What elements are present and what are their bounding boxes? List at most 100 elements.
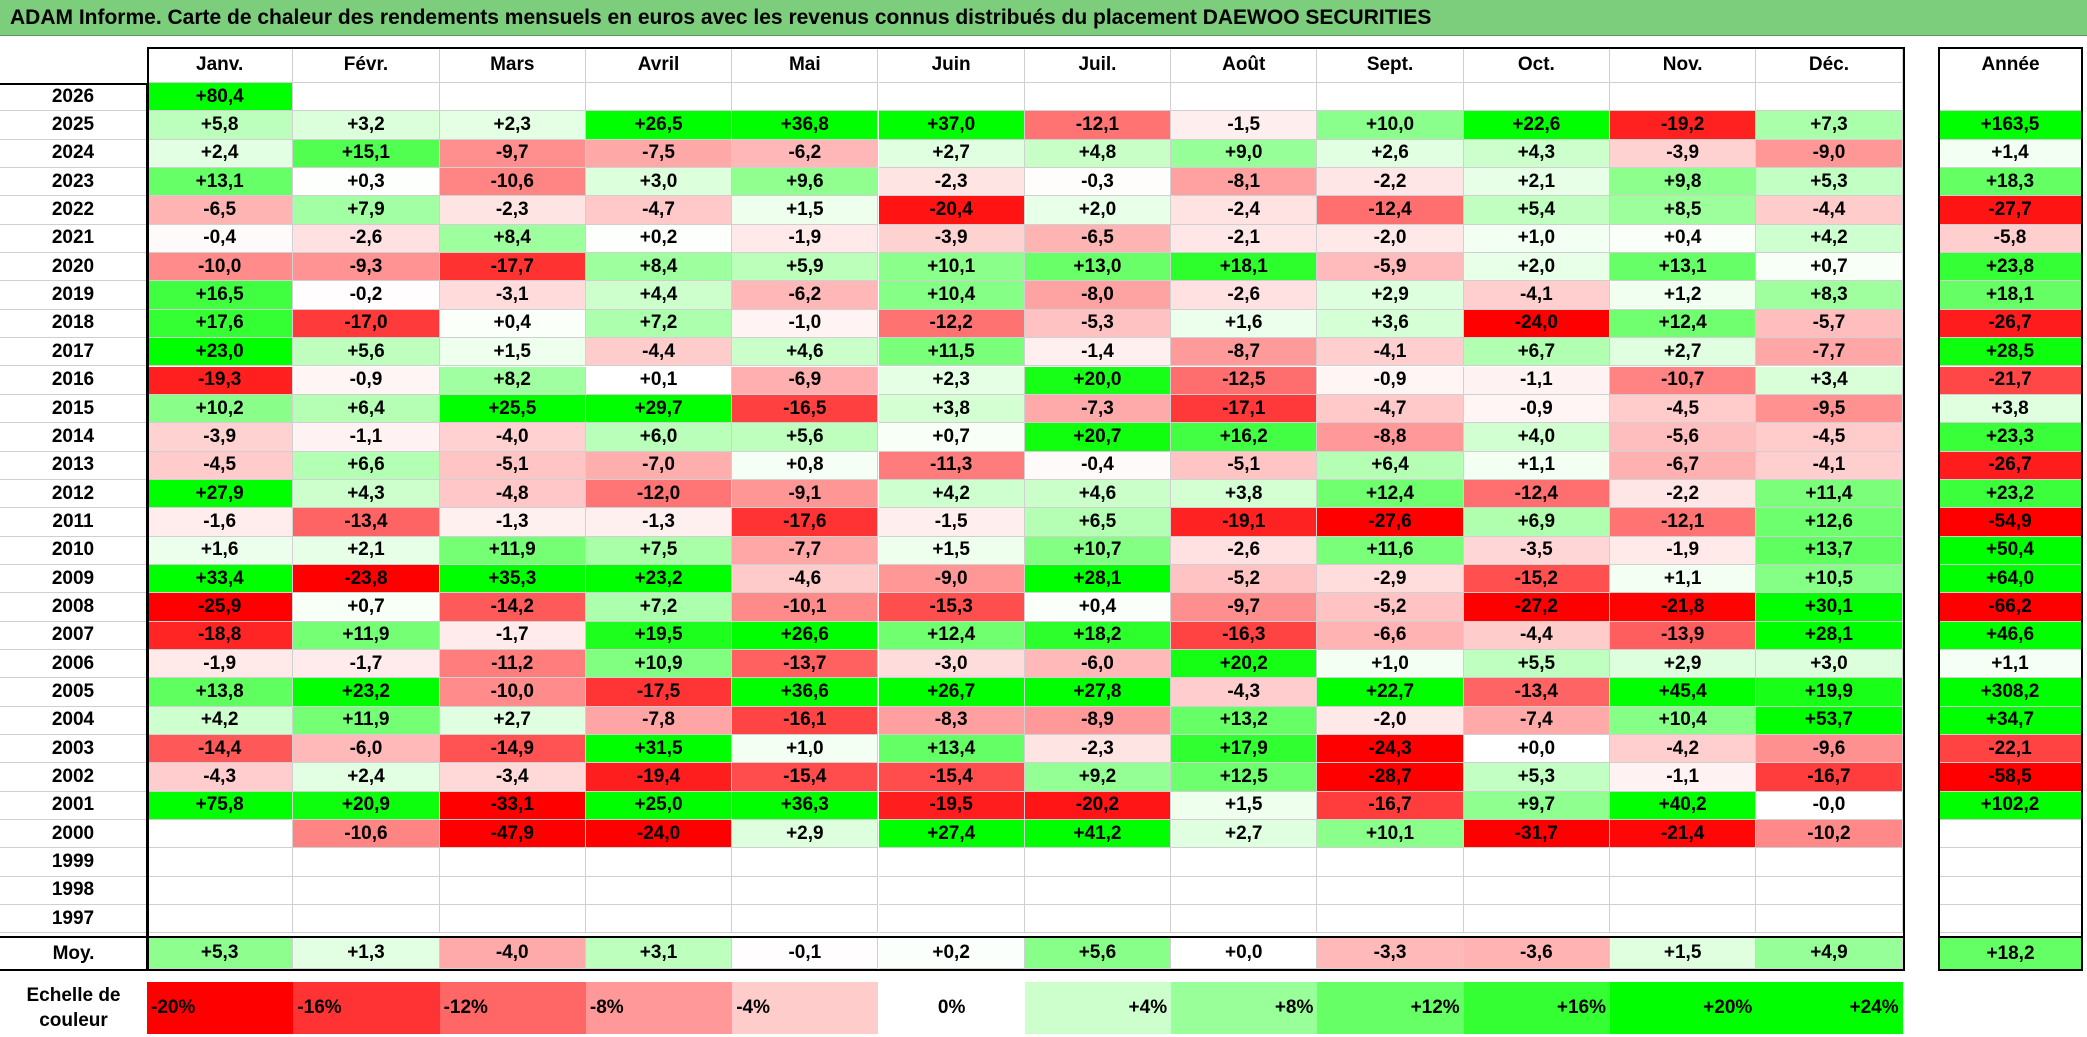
heatmap-cell: -8,9	[1024, 706, 1172, 736]
heatmap-cell: +1,5	[878, 536, 1025, 565]
annual-cell: -22,1	[1938, 735, 2083, 764]
scale-swatch: +16%	[1463, 982, 1610, 1034]
heatmap-cell: -9,0	[1756, 139, 1903, 169]
scale-swatch: +20%	[1610, 982, 1757, 1034]
year-label: 2004	[0, 706, 147, 736]
heatmap-cell: +11,5	[878, 338, 1025, 367]
heatmap-cell: -4,4	[1756, 196, 1903, 225]
heatmap-cell: +10,7	[1024, 536, 1172, 565]
heatmap-cell: -7,0	[585, 451, 733, 480]
heatmap-cell: +23,2	[293, 678, 440, 707]
heatmap-cell: +13,2	[1171, 706, 1318, 736]
annual-cell: +23,8	[1938, 253, 2083, 282]
heatmap-cell: +4,0	[1463, 423, 1610, 452]
heatmap-cell: -14,4	[147, 735, 294, 764]
month-header: Juin	[878, 47, 1025, 83]
heatmap-cell	[293, 83, 440, 112]
heatmap-cell: -1,3	[585, 508, 733, 537]
annual-cell: +163,5	[1938, 111, 2083, 140]
heatmap-cell: +1,6	[147, 536, 294, 565]
average-cell: -3,6	[1463, 938, 1610, 969]
year-label: 1997	[0, 905, 147, 934]
heatmap-cell: +3,0	[1756, 650, 1903, 679]
heatmap-cell	[1024, 905, 1172, 934]
heatmap-cell: +4,3	[293, 479, 440, 509]
heatmap-cell: +29,7	[585, 394, 733, 424]
heatmap-cell: -17,0	[293, 309, 440, 339]
heatmap-cell: +35,3	[439, 564, 586, 594]
heatmap-cell: +27,8	[1024, 678, 1172, 707]
heatmap-cell	[585, 848, 733, 877]
heatmap-cell: -0,9	[293, 366, 440, 395]
year-label: 2003	[0, 735, 147, 764]
heatmap-cell: -24,3	[1317, 735, 1464, 764]
heatmap-cell	[439, 905, 586, 934]
heatmap-cell: -10,6	[439, 168, 586, 197]
heatmap-cell: +1,2	[1610, 281, 1757, 310]
heatmap-cell: -4,5	[147, 451, 294, 480]
heatmap-cell: -1,7	[439, 621, 586, 650]
heatmap-cell: -4,1	[1463, 281, 1610, 310]
heatmap-cell: -2,0	[1317, 224, 1464, 254]
heatmap-cell: -1,7	[293, 650, 440, 679]
heatmap-cell: -1,9	[1610, 536, 1757, 565]
scale-swatch: -8%	[585, 982, 733, 1034]
heatmap-cell: +0,4	[439, 309, 586, 339]
heatmap-cell: +4,6	[732, 338, 879, 367]
heatmap-cell: -2,6	[293, 224, 440, 254]
heatmap-cell: -6,2	[732, 281, 879, 310]
heatmap-cell: +7,9	[293, 196, 440, 225]
heatmap-cell: +7,5	[585, 536, 733, 565]
heatmap-cell: -5,9	[1317, 253, 1464, 282]
year-label: 2025	[0, 111, 147, 140]
heatmap-cell	[1610, 905, 1757, 934]
year-label: 2015	[0, 394, 147, 424]
month-header: Mars	[439, 47, 586, 83]
heatmap-cell	[293, 848, 440, 877]
heatmap-cell: +20,0	[1024, 366, 1172, 395]
heatmap-cell: +13,0	[1024, 253, 1172, 282]
heatmap-cell: +4,4	[585, 281, 733, 310]
avg-label: Moy.	[52, 942, 95, 964]
heatmap-cell: -0,3	[1024, 168, 1172, 197]
heatmap-cell: -6,5	[147, 196, 294, 225]
heatmap-cell: -13,9	[1610, 621, 1757, 650]
heatmap-cell: -7,3	[1024, 394, 1172, 424]
heatmap-cell	[1610, 876, 1757, 906]
heatmap-cell: +10,2	[147, 394, 294, 424]
heatmap-cell: +0,7	[878, 423, 1025, 452]
heatmap-cell: -2,3	[439, 196, 586, 225]
annual-cell: +34,7	[1938, 706, 2083, 736]
heatmap-cell: +2,9	[1610, 650, 1757, 679]
heatmap-cell: -20,2	[1024, 791, 1172, 821]
annual-cell: +23,2	[1938, 479, 2083, 509]
scale-swatch: -16%	[293, 982, 440, 1034]
heatmap-cell: -8,3	[878, 706, 1025, 736]
heatmap-cell: -1,9	[732, 224, 879, 254]
annual-cell: +308,2	[1938, 678, 2083, 707]
heatmap-cell: -16,5	[732, 394, 879, 424]
heatmap-cell: +6,4	[293, 394, 440, 424]
heatmap-cell	[878, 848, 1025, 877]
heatmap-cell	[147, 848, 294, 877]
heatmap-cell: -2,6	[1171, 536, 1318, 565]
month-header: Nov.	[1610, 47, 1757, 83]
heatmap-cell: -2,0	[1317, 706, 1464, 736]
heatmap-cell	[1317, 905, 1464, 934]
annual-header: Année	[1981, 54, 2040, 75]
annual-cell: +102,2	[1938, 791, 2083, 821]
heatmap-cell: -4,0	[439, 423, 586, 452]
heatmap-cell: -10,7	[1610, 366, 1757, 395]
heatmap-cell: -6,0	[293, 735, 440, 764]
annual-cell: -26,7	[1938, 309, 2083, 339]
heatmap-cell: +31,5	[585, 735, 733, 764]
heatmap-cell: +1,6	[1171, 309, 1318, 339]
year-label: 2016	[0, 366, 147, 395]
heatmap-cell	[585, 83, 733, 112]
heatmap-cell: +16,5	[147, 281, 294, 310]
heatmap-cell: +19,9	[1756, 678, 1903, 707]
heatmap-cell: +22,7	[1317, 678, 1464, 707]
annual-cell: +1,1	[1938, 650, 2083, 679]
average-cell: +1,5	[1610, 938, 1757, 969]
heatmap-cell: -9,5	[1756, 394, 1903, 424]
